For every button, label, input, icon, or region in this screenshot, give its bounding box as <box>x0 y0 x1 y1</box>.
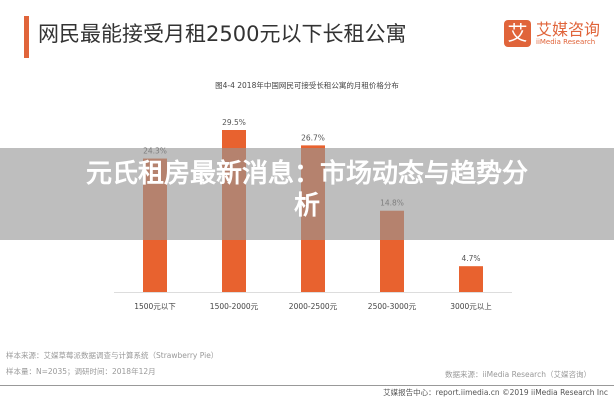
bar <box>459 266 483 292</box>
data-label: 29.5% <box>222 118 246 127</box>
data-label: 26.7% <box>301 133 325 142</box>
title-accent-bar <box>24 16 29 58</box>
overlay-banner: 元氏租房最新消息：市场动态与趋势分析 <box>0 148 614 240</box>
sample-size: 样本量：N=2035；调研时间：2018年12月 <box>6 367 156 376</box>
x-tick-label: 2500-3000元 <box>368 302 417 311</box>
logo: 艾 艾媒咨询 iiMedia Research <box>504 20 600 47</box>
footer-text: 艾媒报告中心：report.iimedia.cn ©2019 iiMedia R… <box>383 388 608 397</box>
data-source: 数据来源：iiMedia Research（艾媒咨询） <box>445 370 591 379</box>
x-tick-label: 1500元以下 <box>134 302 176 311</box>
logo-mark: 艾 <box>504 20 531 47</box>
logo-en: iiMedia Research <box>536 38 596 46</box>
x-tick-label: 2000-2500元 <box>289 302 338 311</box>
chart-title: 图4-4 2018年中国网民可接受长租公寓的月租价格分布 <box>215 81 399 90</box>
data-label: 4.7% <box>461 254 480 263</box>
logo-cn: 艾媒咨询 <box>536 20 601 39</box>
sample-source: 样本来源：艾媒草莓派数据调查与计算系统（Strawberry Pie） <box>6 351 219 360</box>
footer-divider <box>0 385 614 386</box>
x-tick-label: 3000元以上 <box>450 302 492 311</box>
x-tick-label: 1500-2000元 <box>210 302 259 311</box>
page-title: 网民最能接受月租2500元以下长租公寓 <box>38 22 407 46</box>
overlay-title: 元氏租房最新消息：市场动态与趋势分析 <box>85 159 528 221</box>
